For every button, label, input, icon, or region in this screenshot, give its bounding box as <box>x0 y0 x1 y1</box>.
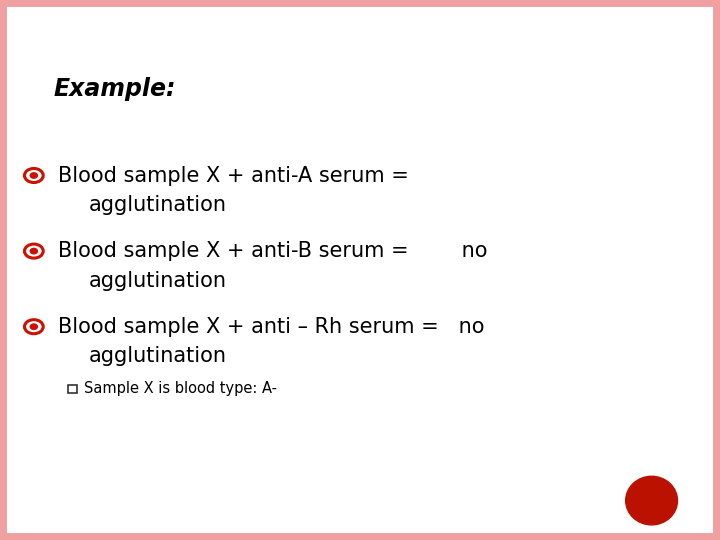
Circle shape <box>30 248 37 254</box>
Text: Sample X is blood type: A-: Sample X is blood type: A- <box>84 381 277 396</box>
Text: Blood sample X + anti-A serum =: Blood sample X + anti-A serum = <box>58 165 408 186</box>
Text: Example:: Example: <box>54 77 176 101</box>
Circle shape <box>30 173 37 178</box>
Text: agglutination: agglutination <box>89 346 227 367</box>
Text: agglutination: agglutination <box>89 195 227 215</box>
Text: Blood sample X + anti-B serum =        no: Blood sample X + anti-B serum = no <box>58 241 487 261</box>
Ellipse shape <box>626 476 678 525</box>
Text: Blood sample X + anti – Rh serum =   no: Blood sample X + anti – Rh serum = no <box>58 316 484 337</box>
Bar <box>68 385 77 393</box>
Circle shape <box>30 324 37 329</box>
Text: agglutination: agglutination <box>89 271 227 291</box>
